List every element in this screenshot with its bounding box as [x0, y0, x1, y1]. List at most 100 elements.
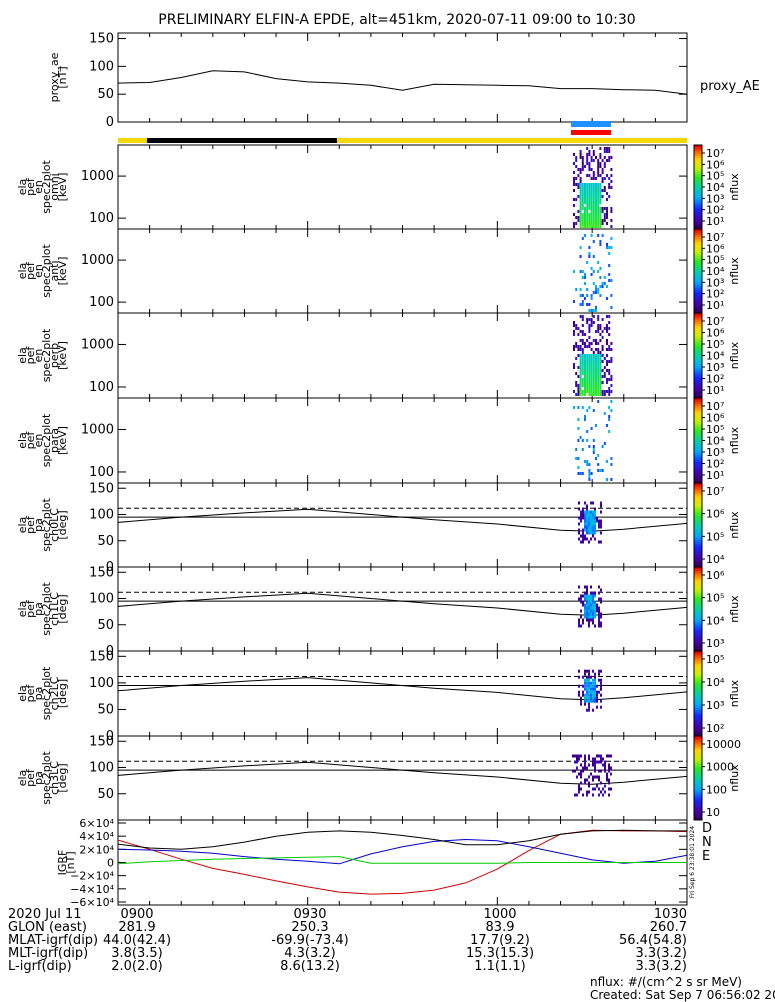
ephemeris-value: -69.9(-73.4)	[271, 933, 349, 948]
colorbar-pa-1-swatch	[694, 604, 702, 608]
spectrogram-pixel	[588, 525, 590, 529]
spectrogram-pixel	[580, 597, 582, 601]
colorbar-pa-0-swatch	[694, 495, 702, 499]
spectrogram-pixel	[586, 513, 588, 517]
energy-spectrogram-pixels	[573, 315, 613, 396]
spectrogram-pixel	[601, 285, 604, 288]
spectrogram-pixel	[588, 378, 591, 381]
colorbar-energy-3-swatch	[694, 408, 702, 412]
spectrogram-pixel	[597, 363, 600, 366]
spectrogram-pixel	[597, 204, 600, 207]
spectrogram-pixel	[588, 513, 590, 517]
spectrogram-pixel	[595, 222, 597, 225]
spectrogram-pixel	[610, 210, 613, 213]
spectrogram-pixel	[590, 168, 593, 171]
spectrogram-pixel	[573, 324, 575, 327]
spectrogram-pixel	[608, 763, 610, 767]
ephemeris-row-label: L-igrf(dip)	[8, 959, 72, 974]
colorbar-pa-2-swatch	[694, 655, 702, 658]
spectrogram-pixel	[577, 439, 580, 442]
spectrogram-pixel	[592, 351, 595, 354]
spectrogram-pixel	[603, 412, 606, 415]
spectrogram-pixel	[600, 597, 602, 601]
colorbar-energy-0-swatch	[694, 157, 702, 161]
spectrogram-pixel	[606, 216, 608, 219]
colorbar-energy-3-swatch	[694, 478, 702, 482]
spectrogram-pixel	[600, 678, 602, 682]
spectrogram-pixel	[586, 174, 589, 177]
spectrogram-pixel	[590, 378, 593, 381]
spectrogram-pixel	[594, 615, 596, 619]
spectrogram-pixel	[584, 612, 586, 616]
spectrogram-pixel	[603, 177, 606, 180]
y-axis-label: en	[32, 264, 45, 278]
spectrogram-pixel	[596, 606, 598, 610]
spectrogram-pixel	[580, 510, 582, 514]
spectrogram-pixel	[610, 400, 613, 403]
spectrogram-pixel	[592, 684, 594, 688]
colorbar-pa-3-swatch	[694, 782, 702, 785]
spectrogram-pixel	[581, 393, 584, 396]
spectrogram-pixel	[576, 793, 578, 797]
colorbar-pa-2-tick-label: 10⁴	[706, 676, 725, 689]
colorbar-energy-1-swatch	[694, 310, 702, 314]
spectrogram-pixel	[581, 318, 584, 321]
spectrogram-pixel	[608, 387, 611, 390]
spectrogram-pixel	[592, 384, 595, 387]
spectrogram-pixel	[594, 537, 596, 541]
spectrogram-pixel	[604, 763, 606, 767]
colorbar-energy-1-swatch	[694, 289, 702, 293]
spectrogram-pixel	[592, 387, 595, 390]
energy-spectrogram-pixels	[573, 234, 613, 312]
spectrogram-pixel	[592, 531, 594, 535]
spectrogram-pixel	[584, 687, 586, 691]
spectrogram-pixel	[579, 192, 582, 195]
spectrogram-pixel	[598, 597, 600, 601]
spectrogram-pixel	[586, 696, 588, 700]
pitch-angle-panel-2	[117, 650, 688, 737]
spectrogram-pixel	[586, 678, 588, 682]
colorbar-pa-1-swatch	[694, 621, 702, 625]
spectrogram-pixel	[592, 606, 594, 610]
spectrogram-pixel	[599, 165, 602, 168]
spectrogram-pixel	[596, 699, 598, 703]
y-axis-label: [nT]	[64, 851, 77, 873]
spectrogram-pixel	[588, 472, 591, 475]
y-axis-label: ela	[16, 347, 29, 364]
spectrogram-pixel	[578, 669, 580, 673]
colorbar-pa-1-swatch	[694, 581, 702, 585]
spectrogram-pixel	[598, 793, 600, 797]
spectrogram-pixel	[584, 781, 586, 785]
spectrogram-pixel	[588, 469, 591, 472]
spectrogram-pixel	[573, 300, 575, 303]
y-tick-label: 0	[107, 857, 114, 870]
spectrogram-pixel	[574, 760, 576, 764]
spectrogram-pixel	[590, 609, 592, 613]
spectrogram-pixel	[579, 204, 582, 207]
spectrogram-pixel	[579, 348, 582, 351]
spectrogram-pixel	[588, 702, 590, 706]
spectrogram-pixel	[598, 672, 600, 676]
spectrogram-pixel	[580, 594, 582, 598]
spectrogram-pixel	[586, 210, 589, 213]
spectrogram-pixel	[601, 360, 604, 363]
spectrogram-pixel	[590, 297, 593, 300]
spectrogram-pixel	[603, 165, 606, 168]
spectrogram-pixel	[588, 606, 590, 610]
y-tick-label: 50	[97, 618, 114, 633]
y-tick-label: 100	[89, 676, 114, 691]
spectrogram-pixel	[606, 348, 608, 351]
spectrogram-pixel	[588, 363, 591, 366]
colorbar-energy-1-swatch	[694, 241, 702, 245]
spectrogram-pixel	[582, 690, 584, 694]
spectrogram-pixel	[579, 294, 582, 297]
spectrogram-pixel	[599, 147, 602, 150]
spectrogram-pixel	[603, 372, 606, 375]
spectrogram-pixel	[597, 318, 600, 321]
spectrogram-pixel	[581, 381, 584, 384]
spectrogram-pixel	[610, 772, 612, 776]
spectrogram-pixel	[590, 183, 593, 186]
colorbar-pa-3-swatch	[694, 811, 702, 815]
